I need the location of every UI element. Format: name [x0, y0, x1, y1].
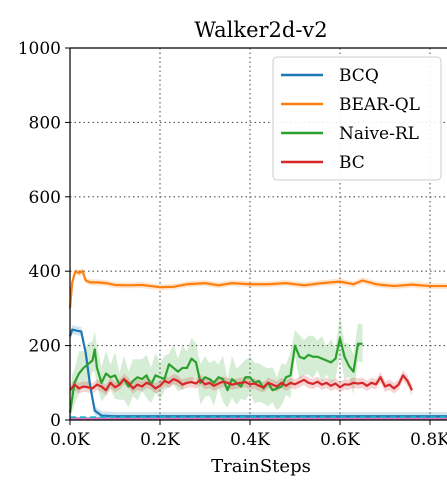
- legend: BCQ BEAR-QL Naive-RL BC: [272, 56, 442, 181]
- legend-label: BCQ: [339, 66, 379, 86]
- x-tick-label: 0.2K: [140, 430, 180, 450]
- line-naive-rl: [68, 337, 363, 413]
- y-tick-label: 0: [50, 411, 61, 431]
- chart-title: Walker2d-v2: [194, 18, 327, 42]
- y-tick-label: 1000: [18, 39, 61, 59]
- legend-box: [272, 56, 442, 181]
- series-lines: [68, 270, 447, 420]
- x-tick-label: 0.8K: [410, 430, 447, 450]
- y-tick-label: 800: [29, 113, 61, 133]
- axes: 0.0K 0.2K 0.4K 0.6K 0.8K 0 200 400 600 800 1000: [18, 39, 447, 450]
- line-bear-ql: [68, 270, 447, 309]
- y-tick-label: 600: [29, 188, 61, 208]
- band-bear-ql: [70, 268, 447, 312]
- x-tick-label: 0.6K: [320, 430, 360, 450]
- legend-label: BC: [339, 153, 365, 173]
- legend-label: BEAR-QL: [339, 95, 420, 115]
- y-tick-label: 200: [29, 337, 61, 357]
- y-tick-label: 400: [29, 262, 61, 282]
- confidence-bands: [70, 268, 447, 420]
- band-naive-rl: [70, 314, 363, 420]
- legend-label: Naive-RL: [339, 124, 419, 144]
- line-bc: [69, 374, 413, 392]
- x-axis-label: TrainSteps: [211, 456, 311, 477]
- x-tick-label: 0.4K: [230, 430, 270, 450]
- grid: [70, 48, 447, 420]
- x-tick-label: 0.0K: [50, 430, 90, 450]
